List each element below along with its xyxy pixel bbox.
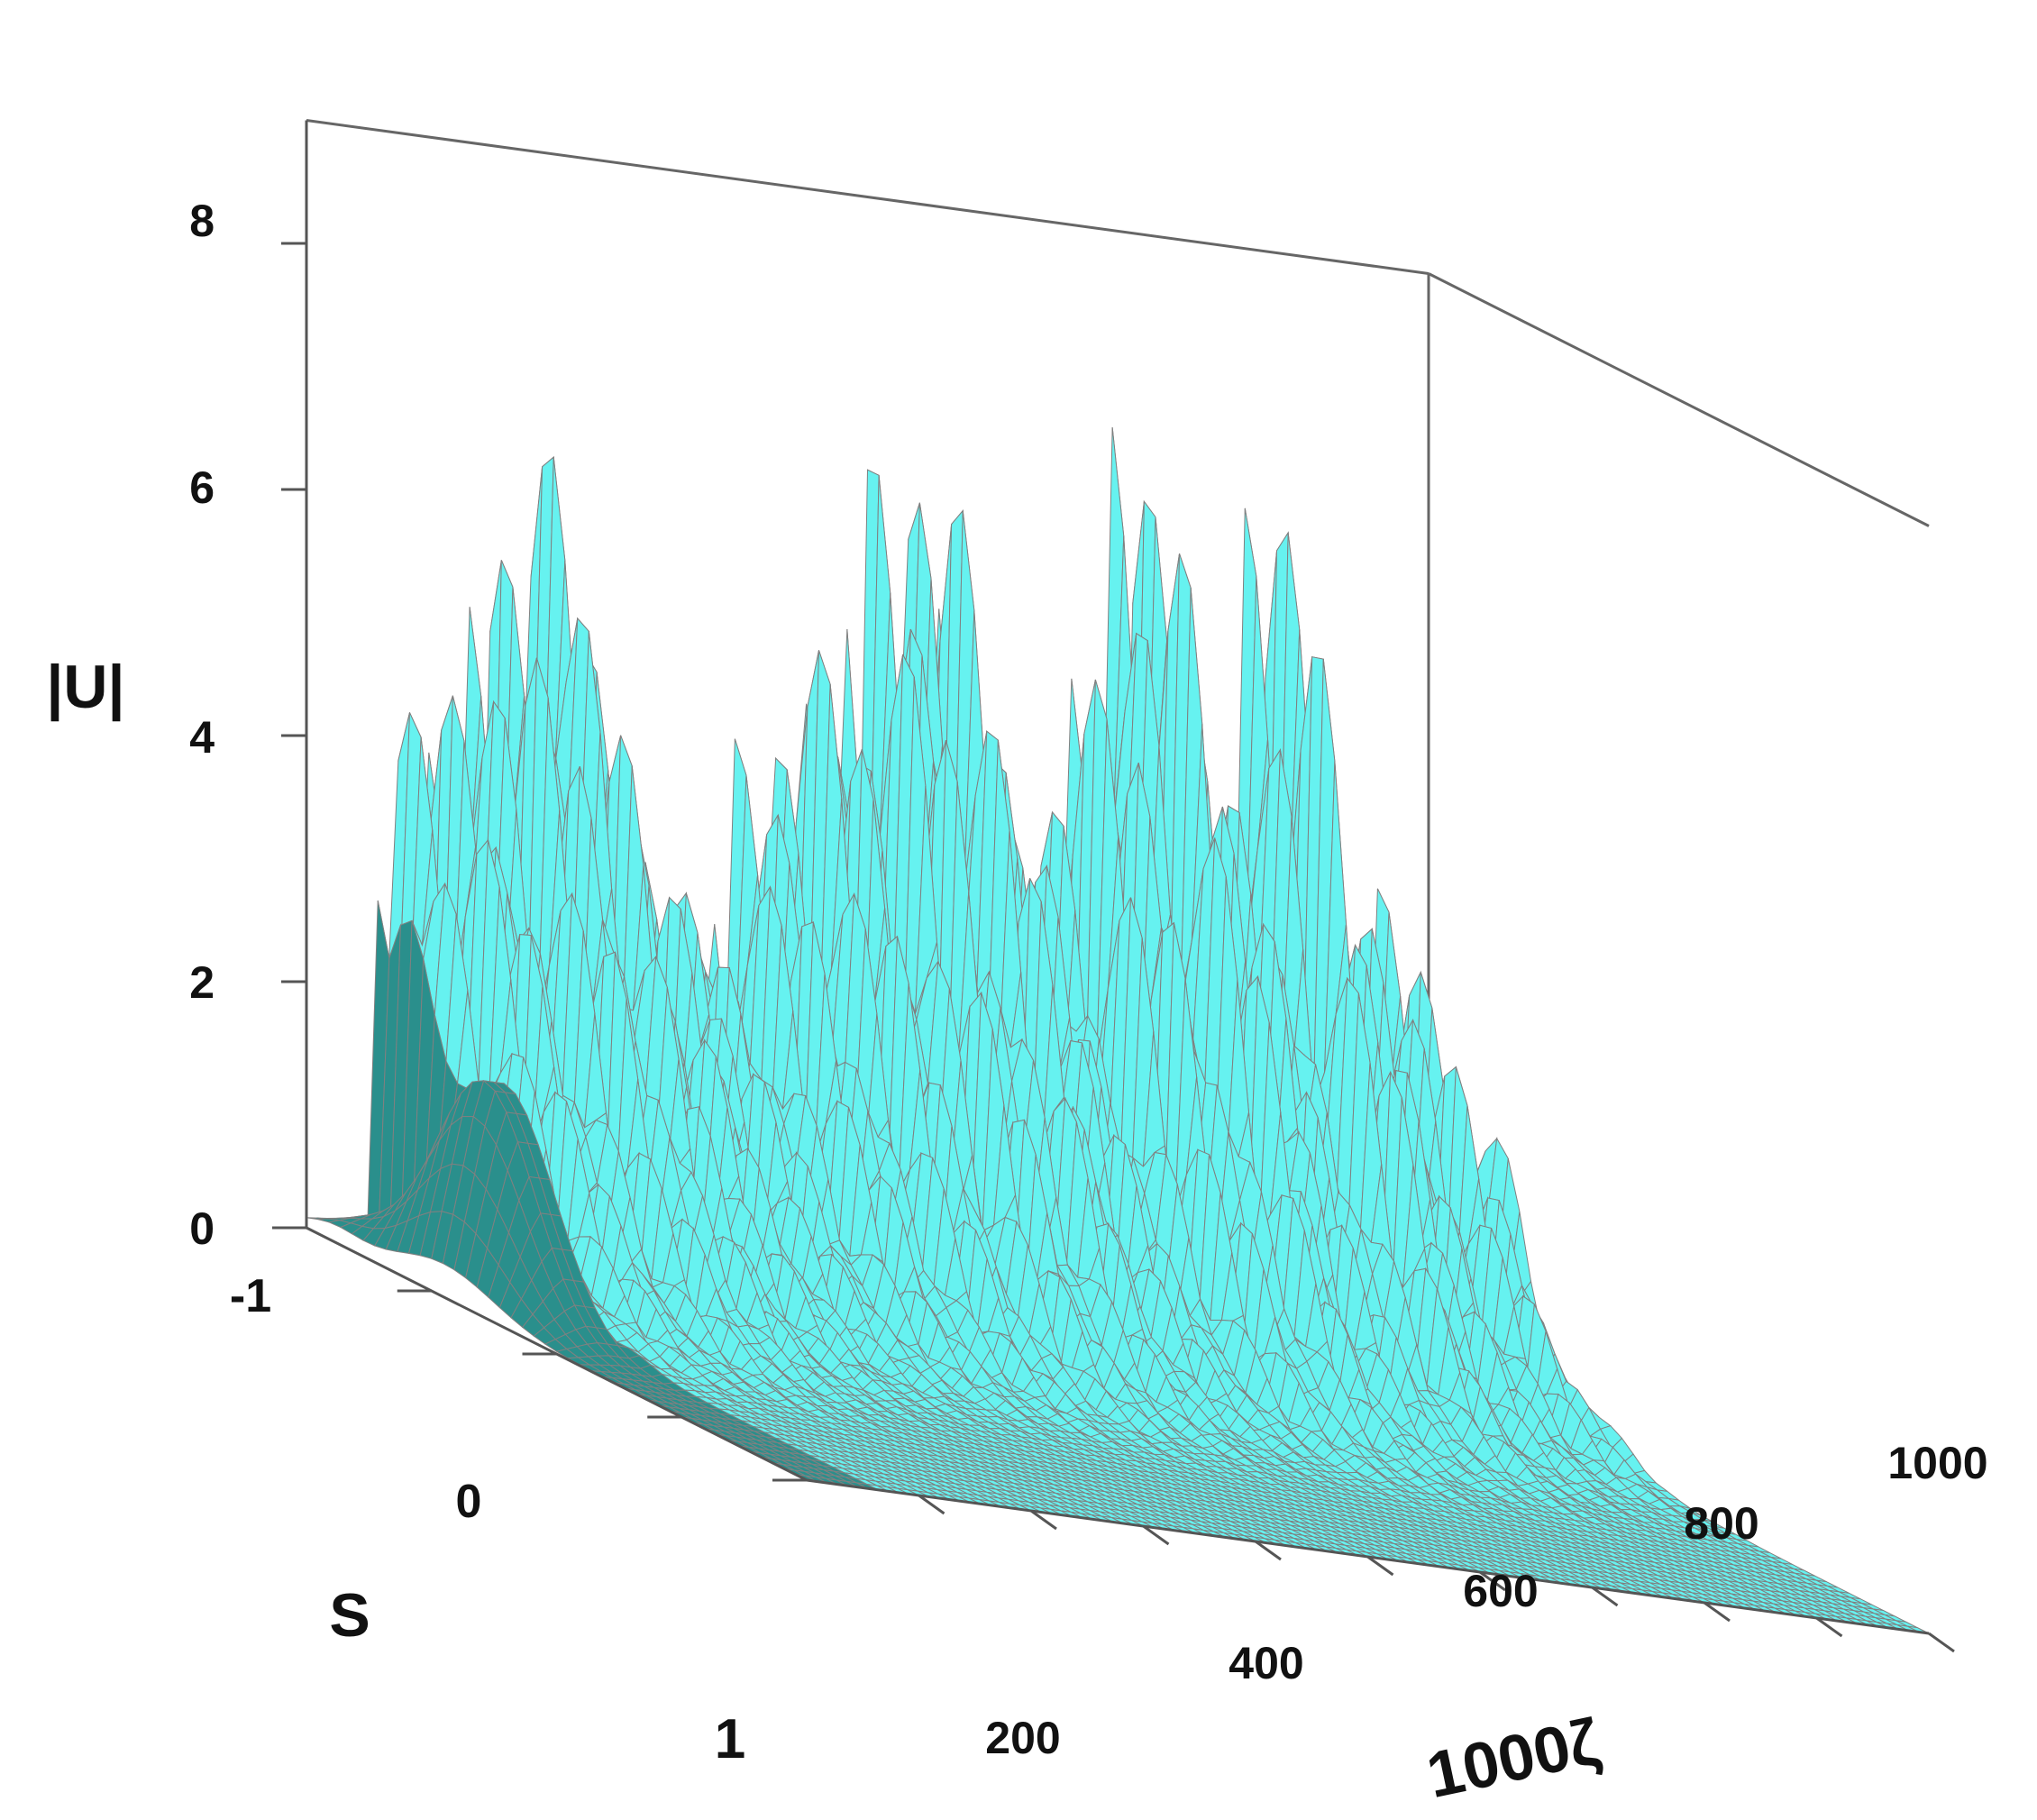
z-tick-label: 6 bbox=[189, 462, 215, 513]
s-tick-label: -1 bbox=[230, 1270, 271, 1322]
z-tick-label: 8 bbox=[189, 196, 215, 246]
right-top-edge bbox=[1428, 272, 1930, 527]
s-tick-label: 1 bbox=[715, 1708, 745, 1770]
z-axis-tick-labels: 0 2 4 6 8 bbox=[189, 196, 215, 1254]
z-tick-label: 2 bbox=[189, 957, 215, 1008]
z-tick-label: 0 bbox=[189, 1203, 215, 1254]
zeta-tick-label: 600 bbox=[1463, 1566, 1538, 1616]
zeta-tick bbox=[1928, 1632, 1955, 1653]
surface-mesh bbox=[306, 427, 1930, 1634]
z-tick-label: 4 bbox=[189, 712, 215, 763]
zeta-tick-label: 400 bbox=[1229, 1638, 1303, 1688]
s-axis-title: S bbox=[329, 1581, 370, 1650]
s-tick-label: 0 bbox=[456, 1476, 482, 1528]
back-top-edge bbox=[306, 119, 1430, 275]
z-axis-title: |U| bbox=[46, 653, 124, 722]
zeta-tick-label: 800 bbox=[1684, 1498, 1758, 1549]
zeta-tick-label: 1000 bbox=[1887, 1438, 1987, 1488]
zeta-tick-label: 200 bbox=[985, 1713, 1060, 1763]
zeta-axis-title: 1000ζ bbox=[1420, 1706, 1606, 1812]
